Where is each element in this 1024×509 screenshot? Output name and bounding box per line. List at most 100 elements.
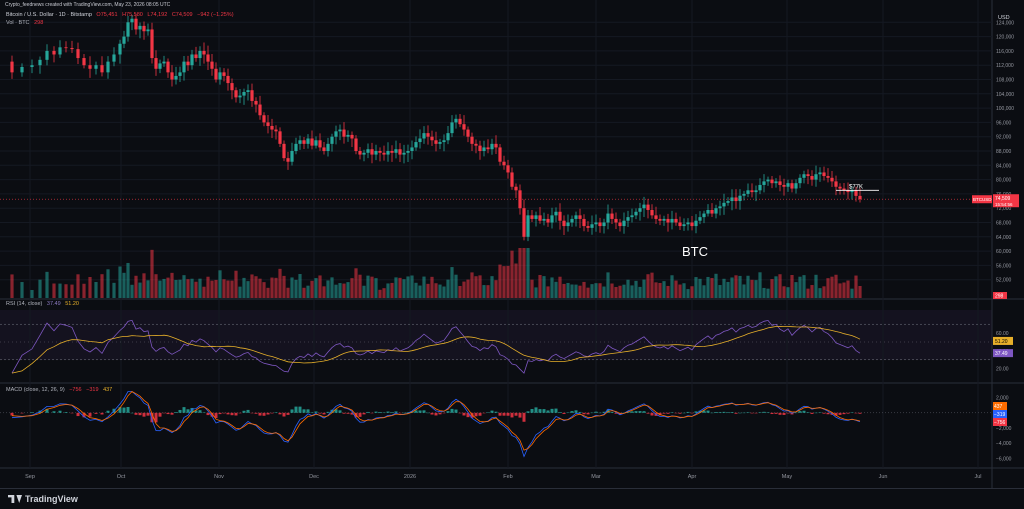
- footer-bar: TradingView: [0, 488, 1024, 509]
- macd-histogram-bar: [382, 412, 386, 414]
- volume-bar: [10, 274, 14, 298]
- candle-body: [646, 204, 650, 210]
- candle-body: [806, 174, 810, 177]
- tradingview-logo[interactable]: TradingView: [8, 494, 78, 504]
- candle-body: [402, 152, 406, 155]
- candle-body: [270, 125, 274, 130]
- rsi-legend[interactable]: RSI (14, close) 37.49 51.20: [6, 301, 82, 307]
- candle-body: [258, 104, 262, 116]
- volume-bar: [122, 272, 126, 298]
- macd-histogram-bar: [100, 412, 104, 415]
- volume-bar: [574, 284, 578, 298]
- macd-histogram-bar: [442, 412, 446, 414]
- macd-histogram-bar: [142, 412, 146, 417]
- macd-histogram-bar: [52, 411, 56, 413]
- volume-bar: [582, 281, 586, 298]
- macd-histogram-bar: [64, 412, 68, 413]
- candle-body: [470, 136, 474, 144]
- macd-histogram-bar: [362, 412, 366, 415]
- rsi-ma-line: [11, 325, 861, 374]
- volume-bar: [602, 286, 606, 298]
- volume-bar: [558, 276, 562, 298]
- volume-bar: [470, 272, 474, 298]
- macd-histogram-bar: [486, 412, 490, 413]
- macd-histogram-bar: [766, 412, 770, 413]
- volume-bar: [486, 285, 490, 298]
- volume-bar: [530, 279, 534, 298]
- volume-bar: [106, 269, 110, 298]
- volume-bar: [38, 279, 42, 298]
- price-tick-label: 52,000: [996, 278, 1012, 284]
- volume-bar: [726, 281, 730, 298]
- volume-bar: [522, 248, 526, 298]
- macd-histogram-bar: [282, 412, 286, 417]
- macd-histogram-bar: [162, 412, 166, 414]
- volume-bar: [270, 277, 274, 298]
- macd-histogram-bar: [642, 411, 646, 413]
- candle-body: [358, 151, 362, 155]
- candle-body: [546, 218, 550, 223]
- candle-body: [558, 211, 562, 221]
- volume-bar: [650, 272, 654, 298]
- volume-bar: [630, 285, 634, 298]
- macd-histogram-bar: [662, 412, 666, 414]
- candle-body: [462, 124, 466, 130]
- volume-bar: [546, 286, 550, 298]
- volume-bar: [146, 280, 150, 298]
- volume-legend[interactable]: Vol · BTC 298: [6, 20, 46, 26]
- macd-histogram-bar: [210, 412, 214, 417]
- macd-histogram-bar: [678, 412, 682, 414]
- volume-bar: [494, 280, 498, 298]
- candle-body: [634, 211, 638, 216]
- macd-legend[interactable]: MACD (close, 12, 26, 9) −756 −319 437: [6, 387, 115, 393]
- candle-body: [814, 174, 818, 180]
- macd-tick-label: −6,000: [996, 456, 1012, 462]
- price-tick-label: 116,000: [996, 49, 1014, 55]
- candle-body: [250, 90, 254, 101]
- candle-body: [278, 131, 282, 144]
- macd-histogram-bar: [398, 412, 402, 414]
- macd-histogram-bar: [550, 408, 554, 413]
- macd-histogram-bar: [514, 412, 518, 416]
- price-tick-label: 72,000: [996, 206, 1012, 212]
- volume-bar: [670, 275, 674, 298]
- macd-value-1: −756: [69, 387, 82, 393]
- candle-body: [678, 222, 682, 227]
- volume-bar: [846, 280, 850, 298]
- macd-histogram-bar: [810, 412, 814, 414]
- macd-histogram-bar: [462, 412, 466, 416]
- candle-body: [314, 140, 318, 146]
- x-tick-label: Oct: [117, 474, 126, 480]
- candle-body: [622, 220, 626, 227]
- macd-histogram-bar: [426, 412, 430, 414]
- candle-body: [254, 100, 258, 105]
- price-tick-label: 64,000: [996, 235, 1012, 241]
- tv-logo-icon: [8, 495, 22, 503]
- candle-body: [354, 138, 358, 151]
- volume-bar: [806, 288, 810, 298]
- volume-bar: [778, 274, 782, 298]
- candle-body: [106, 61, 110, 73]
- volume-bar: [390, 282, 394, 298]
- candle-body: [530, 215, 534, 219]
- symbol-legend[interactable]: Bitcoin / U.S. Dollar · 1D · Bitstamp O7…: [6, 12, 237, 18]
- volume-bar: [294, 279, 298, 298]
- macd-label: MACD (close, 12, 26, 9): [6, 387, 65, 393]
- macd-histogram-bar: [194, 410, 198, 413]
- candle-body: [238, 95, 242, 98]
- candle-body: [118, 43, 122, 55]
- candle-body: [30, 65, 34, 67]
- macd-histogram-bar: [798, 411, 802, 413]
- candle-body: [230, 83, 234, 91]
- currency-label: USD: [998, 15, 1010, 21]
- candle-body: [282, 143, 286, 159]
- macd-histogram-bar: [446, 411, 450, 413]
- macd-histogram-bar: [10, 412, 14, 416]
- macd-histogram-bar: [546, 410, 550, 413]
- candle-body: [112, 54, 116, 62]
- macd-histogram-bar: [838, 412, 842, 415]
- btc-annotation: BTC: [682, 244, 708, 259]
- candle-body: [750, 190, 754, 193]
- macd-histogram-bar: [774, 412, 778, 414]
- macd-histogram-bar: [76, 412, 80, 417]
